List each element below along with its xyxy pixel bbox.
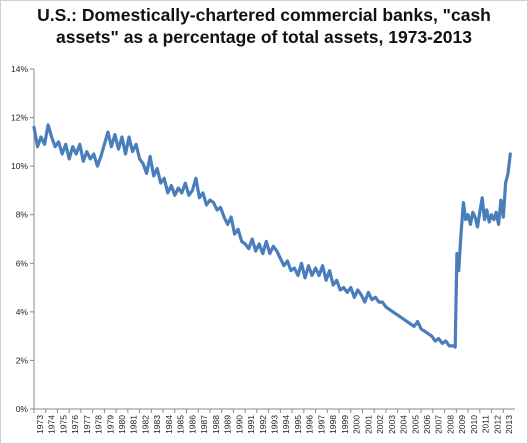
y-axis-ticks: 0% 2% 4% 6% 8% 10% 12% 14% — [11, 64, 34, 414]
x-tick-label: 1975 — [58, 415, 68, 434]
y-tick-label: 0% — [16, 404, 29, 414]
y-tick-label: 4% — [16, 307, 29, 317]
x-tick-label: 2013 — [504, 415, 514, 434]
x-tick-label: 1980 — [117, 415, 127, 434]
x-tick-label: 1983 — [152, 415, 162, 434]
x-tick-label: 1995 — [293, 415, 303, 434]
x-tick-label: 2005 — [410, 415, 420, 434]
x-tick-label: 1992 — [258, 415, 268, 434]
x-tick-label: 2001 — [363, 415, 373, 434]
x-tick-label: 2009 — [457, 415, 467, 434]
x-tick-label: 1977 — [82, 415, 92, 434]
x-tick-label: 2003 — [387, 415, 397, 434]
x-tick-label: 1990 — [234, 415, 244, 434]
x-tick-label: 2012 — [492, 415, 502, 434]
x-tick-label: 1978 — [94, 415, 104, 434]
x-tick-label: 1981 — [129, 415, 139, 434]
plot-area — [32, 123, 512, 349]
x-tick-label: 1999 — [340, 415, 350, 434]
x-tick-label: 1986 — [187, 415, 197, 434]
y-tick-label: 2% — [16, 355, 29, 365]
x-tick-label: 2004 — [399, 415, 409, 434]
x-tick-label: 1982 — [140, 415, 150, 434]
x-tick-label: 1985 — [176, 415, 186, 434]
x-tick-label: 2002 — [375, 415, 385, 434]
series-line — [32, 123, 512, 349]
x-tick-label: 1989 — [223, 415, 233, 434]
x-tick-label: 1973 — [35, 415, 45, 434]
x-tick-label: 1984 — [164, 415, 174, 434]
x-tick-label: 2011 — [481, 415, 491, 434]
y-tick-label: 14% — [11, 64, 28, 74]
x-tick-label: 1979 — [105, 415, 115, 434]
x-tick-label: 2006 — [422, 415, 432, 434]
x-axis-ticks: 1973 1974 1975 1976 1977 1978 1979 1980 1981 1982… — [33, 409, 514, 434]
y-tick-label: 8% — [16, 210, 29, 220]
x-tick-label: 1994 — [281, 415, 291, 434]
x-tick-label: 2008 — [445, 415, 455, 434]
x-tick-label: 2000 — [352, 415, 362, 434]
y-tick-label: 12% — [11, 113, 28, 123]
x-tick-label: 1996 — [305, 415, 315, 434]
x-tick-label: 1991 — [246, 415, 256, 434]
y-tick-label: 10% — [11, 161, 28, 171]
x-tick-label: 1976 — [70, 415, 80, 434]
axes — [33, 69, 515, 410]
x-tick-label: 1997 — [316, 415, 326, 434]
x-tick-label: 1974 — [47, 415, 57, 434]
x-tick-label: 1993 — [270, 415, 280, 434]
x-tick-label: 2010 — [469, 415, 479, 434]
x-tick-label: 1988 — [211, 415, 221, 434]
chart-title: U.S.: Domestically-chartered commercial … — [37, 5, 491, 47]
y-tick-label: 6% — [16, 258, 29, 268]
x-tick-label: 1987 — [199, 415, 209, 434]
x-tick-label: 2007 — [434, 415, 444, 434]
x-tick-label: 1998 — [328, 415, 338, 434]
